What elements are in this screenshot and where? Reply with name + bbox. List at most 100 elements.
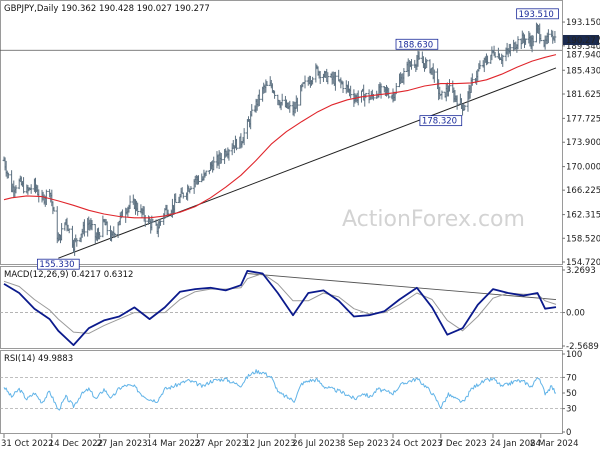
current-price-box [563, 34, 599, 45]
ohlc-bar [493, 51, 497, 58]
ohlc-bar [303, 75, 307, 89]
ohlc-bar [207, 170, 211, 175]
rsi-axis-tick-label: 100 [566, 350, 582, 360]
moving-average-price-box [563, 49, 599, 60]
ohlc-bar [6, 172, 10, 179]
ohlc-bar [219, 153, 223, 164]
macd-signal-line [3, 273, 557, 334]
x-axis-tick-label: 26 Jul 2023 [292, 439, 340, 449]
ohlc-bar [432, 69, 436, 83]
ohlc-bar [463, 104, 467, 111]
ohlc-bar [197, 175, 200, 185]
ohlc-bar [101, 215, 105, 238]
ohlc-bar [455, 95, 459, 110]
x-axis-tick-label: 24 Jan 2024 [490, 439, 541, 449]
price-chart-layer: 193.150 189.340 185.430 181.625 177.725 173.9… [0, 8, 600, 270]
macd-trend-line [247, 273, 557, 300]
ohlc-bar [341, 81, 345, 93]
price-annotation-label: 188.630 [398, 40, 433, 50]
x-axis-tick-label: 8 Mar 2024 [530, 439, 578, 449]
macd-axis-tick-label: 3.2693 [566, 266, 596, 276]
macd-axis-tick-label: 0.00 [566, 309, 585, 319]
ohlc-bar [250, 104, 254, 117]
ohlc-bar [242, 128, 246, 146]
ohlc-bar [90, 220, 94, 231]
macd-panel-frame [0, 266, 563, 349]
ohlc-bar [174, 193, 178, 203]
ohlc-bar [159, 220, 162, 226]
price-axis-tick-label: 158.520 [566, 234, 600, 244]
x-axis-tick-label: 27 Jan 2023 [97, 439, 148, 449]
x-axis-tick-label: 27 Apr 2023 [194, 439, 247, 449]
price-axis-tick-label: 162.315 [566, 211, 600, 221]
price-axis-tick-label: 173.900 [566, 138, 600, 148]
ohlc-bar [189, 186, 193, 191]
price-axis-tick-label: 181.625 [566, 90, 600, 100]
ohlc-bar [257, 89, 261, 107]
price-annotation-label: 155.330 [39, 260, 74, 270]
ohlc-bar [60, 223, 63, 241]
ohlc-bar [349, 85, 353, 99]
macd-axis-tick-label: -2.5689 [566, 342, 599, 352]
rsi-axis-tick-label: 50 [566, 389, 577, 399]
price-axis-tick-label: 177.725 [566, 114, 600, 124]
ohlc-bar [440, 90, 444, 100]
ohlc-bar [508, 43, 512, 57]
price-annotation-label: 178.320 [422, 117, 457, 127]
ohlc-bar [105, 221, 109, 236]
rsi-line [3, 369, 557, 411]
ohlc-bar [295, 97, 299, 112]
price-annotation-box [37, 258, 80, 270]
rsi-chart-layer: 100 70 50 30 0 [0, 350, 582, 438]
x-axis-tick-label: 31 Oct 2022 [1, 439, 54, 449]
ohlc-bar [288, 100, 292, 113]
ohlc-bar [311, 76, 314, 85]
macd-panel-header: MACD(12,26,9) 0.4217 0.6312 [4, 270, 133, 280]
ohlc-bar [75, 238, 79, 247]
rsi-panel-header: RSI(14) 49.9883 [4, 354, 73, 364]
ohlc-bar [501, 54, 505, 67]
ohlc-bar [553, 30, 557, 43]
current-price-label: 190.277 [566, 36, 600, 46]
x-axis-tick-label: 8 Sep 2023 [340, 439, 388, 449]
ohlc-bar [273, 90, 276, 99]
moving-average-price-label: 187.940 [566, 51, 600, 61]
ohlc-bar [204, 170, 208, 176]
ohlc-bar [470, 73, 474, 86]
ohlc-bar [326, 72, 330, 85]
rsi-axis-tick-label: 30 [566, 405, 577, 415]
x-axis-tick-label: 7 Dec 2023 [438, 439, 487, 449]
ohlc-bar [516, 36, 520, 50]
moving-average-line [3, 54, 557, 219]
price-trend-line [58, 67, 557, 259]
ohlc-bar [227, 149, 231, 161]
ohlc-bar [128, 195, 132, 209]
ohlc-bar [67, 228, 71, 234]
price-panel-header: GBPJPY,Daily 190.362 190.428 190.027 190… [4, 4, 210, 14]
ohlc-bar [318, 71, 322, 84]
x-axis-tick-label: 14 Dec 2022 [49, 439, 103, 449]
price-annotation-label: 193.510 [519, 10, 554, 20]
price-axis-tick-label: 185.430 [566, 66, 600, 76]
ohlc-bar [22, 177, 25, 194]
watermark: ActionForex.com [342, 207, 525, 232]
ohlc-bar [425, 59, 429, 69]
price-axis-tick-label: 166.225 [566, 186, 600, 196]
ohlc-bar [524, 38, 527, 45]
ohlc-bar [136, 202, 140, 216]
ohlc-bar [448, 79, 451, 92]
price-axis-tick-label: 189.340 [566, 42, 600, 52]
rsi-axis-tick-label: 0 [566, 428, 571, 438]
rsi-panel-frame [0, 350, 563, 434]
ohlc-bar [14, 185, 18, 194]
macd-line [3, 269, 557, 347]
ohlc-bar [478, 60, 482, 70]
ohlc-bar [181, 192, 185, 199]
price-axis-tick-label: 193.150 [566, 18, 600, 28]
ohlc-bar [113, 232, 117, 238]
ohlc-bar [410, 59, 413, 70]
ohlc-bar [29, 184, 33, 194]
ohlc-bar [98, 231, 102, 240]
ohlc-bar [531, 35, 535, 47]
ohlc-bar [546, 29, 550, 44]
